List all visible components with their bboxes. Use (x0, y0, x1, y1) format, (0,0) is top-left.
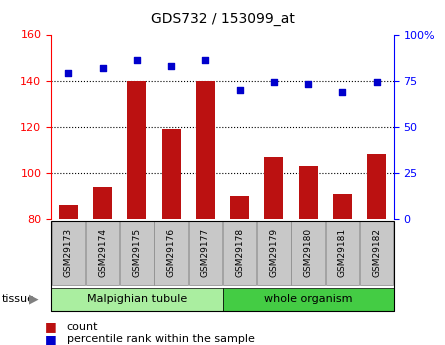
Point (339, 89, 346, 95)
Text: GSM29178: GSM29178 (235, 228, 244, 277)
Text: GSM29180: GSM29180 (303, 228, 313, 277)
Text: Malpighian tubule: Malpighian tubule (87, 294, 187, 304)
Text: ■: ■ (44, 320, 56, 333)
Point (236, 87, 243, 93)
Text: GSM29176: GSM29176 (166, 228, 176, 277)
Bar (162, 129, 181, 219)
Text: GSM29174: GSM29174 (98, 228, 107, 277)
Point (373, 80, 380, 85)
Point (134, 58, 141, 63)
Bar (59, 205, 78, 219)
Point (305, 81, 312, 87)
Text: GDS732 / 153099_at: GDS732 / 153099_at (150, 12, 295, 26)
Text: percentile rank within the sample: percentile rank within the sample (67, 334, 255, 344)
Bar (299, 166, 318, 219)
Text: GSM29175: GSM29175 (132, 228, 142, 277)
Text: GSM29177: GSM29177 (201, 228, 210, 277)
Text: tissue: tissue (2, 294, 35, 304)
Bar (264, 157, 283, 219)
Text: GSM29179: GSM29179 (269, 228, 279, 277)
Bar (367, 155, 386, 219)
Point (99, 65, 106, 70)
Bar (93, 187, 112, 219)
Text: count: count (67, 322, 98, 332)
Point (168, 63, 175, 69)
Text: GSM29182: GSM29182 (372, 228, 381, 277)
Bar (230, 196, 249, 219)
Text: whole organism: whole organism (264, 294, 352, 304)
Bar (127, 81, 146, 219)
Text: ▶: ▶ (29, 293, 39, 306)
Point (65, 70, 72, 76)
Point (271, 80, 278, 85)
Text: ■: ■ (44, 333, 56, 345)
Bar (333, 194, 352, 219)
Text: GSM29181: GSM29181 (338, 228, 347, 277)
Bar (196, 81, 215, 219)
Text: GSM29173: GSM29173 (64, 228, 73, 277)
Point (202, 58, 209, 63)
